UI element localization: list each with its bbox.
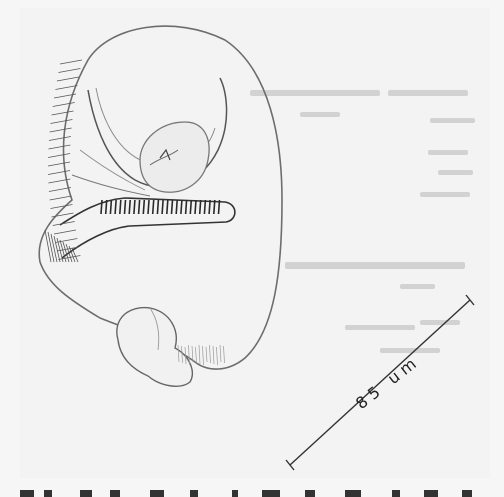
membranelle-stroke (184, 199, 188, 215)
cilium-stroke (50, 204, 73, 209)
cilium-stroke (55, 238, 78, 243)
membranelle-stroke (156, 199, 160, 215)
hatch-stroke (195, 346, 197, 364)
membranelle-stroke (119, 199, 122, 215)
hatch-stroke (188, 344, 190, 366)
hatch-stroke (202, 345, 204, 366)
left-cilia (44, 59, 83, 263)
posterior-hatching (177, 344, 225, 366)
membranelle-stroke (189, 199, 193, 215)
cilium-stroke (44, 229, 52, 263)
oral-groove (71, 174, 151, 197)
cilium-stroke (52, 102, 75, 107)
membranelle-stroke (123, 199, 127, 215)
organelle-fold (149, 149, 179, 166)
membranelle-stroke (147, 199, 150, 215)
cilium-stroke (68, 245, 76, 263)
cilium-stroke (53, 229, 77, 235)
scale-bar-tick-start (285, 459, 295, 471)
cropped-caption-fragments (20, 490, 472, 497)
membranelle-stroke (161, 199, 164, 215)
adoral-membranelles (100, 199, 221, 215)
hatch-stroke (181, 345, 183, 364)
membranelle-stroke (133, 199, 136, 215)
cilium-stroke (59, 239, 67, 263)
cilium-stroke (52, 221, 75, 226)
membranelle-stroke (180, 199, 183, 215)
hatch-stroke (212, 345, 215, 365)
cilium-stroke (71, 247, 79, 263)
membranelle-stroke (137, 199, 141, 215)
cilium-stroke (51, 212, 74, 218)
membranelle-stroke (203, 199, 207, 215)
membranelle-stroke (104, 199, 108, 215)
cilium-stroke (48, 144, 71, 150)
cilium-stroke (56, 237, 64, 263)
cilium-stroke (48, 153, 71, 158)
cilium-stroke (65, 243, 73, 263)
cilium-stroke (48, 170, 71, 175)
membranelle-stroke (114, 199, 117, 215)
cilium-stroke (48, 178, 71, 184)
membranelle-stroke (109, 199, 113, 215)
cilium-stroke (49, 127, 72, 133)
hatch-stroke (216, 346, 218, 366)
round-organelle (139, 121, 210, 193)
cilium-stroke (56, 76, 79, 82)
paper-sheet (20, 8, 490, 478)
membranelle-stroke (175, 199, 178, 215)
scale-bar-line (289, 299, 471, 466)
hatch-stroke (198, 344, 201, 365)
cilium-stroke (47, 231, 55, 263)
posterior-lobe-inner (149, 307, 160, 351)
hatch-stroke (223, 345, 225, 364)
show-through-text (250, 90, 475, 353)
membranelle-stroke (100, 199, 103, 215)
hatch-stroke (209, 344, 211, 364)
cilium-stroke (47, 161, 71, 167)
membranelle-stroke (142, 199, 146, 215)
hatch-stroke (191, 345, 194, 363)
cilium-stroke (49, 195, 72, 201)
membranelle-stroke (194, 199, 197, 215)
cilium-stroke (50, 233, 58, 263)
membranelle-stroke (198, 199, 202, 215)
hatch-stroke (184, 346, 187, 365)
cilium-stroke (51, 110, 74, 116)
cilium-stroke (53, 235, 61, 263)
membranelle-stroke (128, 199, 131, 215)
cilium-stroke (48, 136, 71, 141)
cilium-stroke (48, 187, 71, 192)
body-outline (38, 25, 283, 370)
cilium-stroke (50, 119, 73, 124)
cilium-stroke (62, 241, 70, 263)
cilium-stroke (59, 59, 83, 65)
membranelle-stroke (217, 199, 221, 215)
adoral-band (59, 197, 236, 259)
hatch-stroke (205, 346, 208, 363)
membranelle-stroke (170, 199, 174, 215)
organelle-notch (159, 148, 171, 161)
oral-groove-2 (79, 149, 146, 191)
cilium-stroke (58, 68, 81, 73)
cilium-stroke (55, 85, 78, 90)
membranelle-stroke (166, 199, 169, 215)
membranelle-stroke (151, 199, 155, 215)
cilium-stroke (53, 93, 77, 99)
hatch-stroke (177, 344, 180, 363)
membranelle-stroke (213, 199, 216, 215)
scale-bar-tick-end (465, 294, 475, 306)
membranelle-stroke (208, 199, 211, 215)
hatch-stroke (219, 344, 222, 363)
